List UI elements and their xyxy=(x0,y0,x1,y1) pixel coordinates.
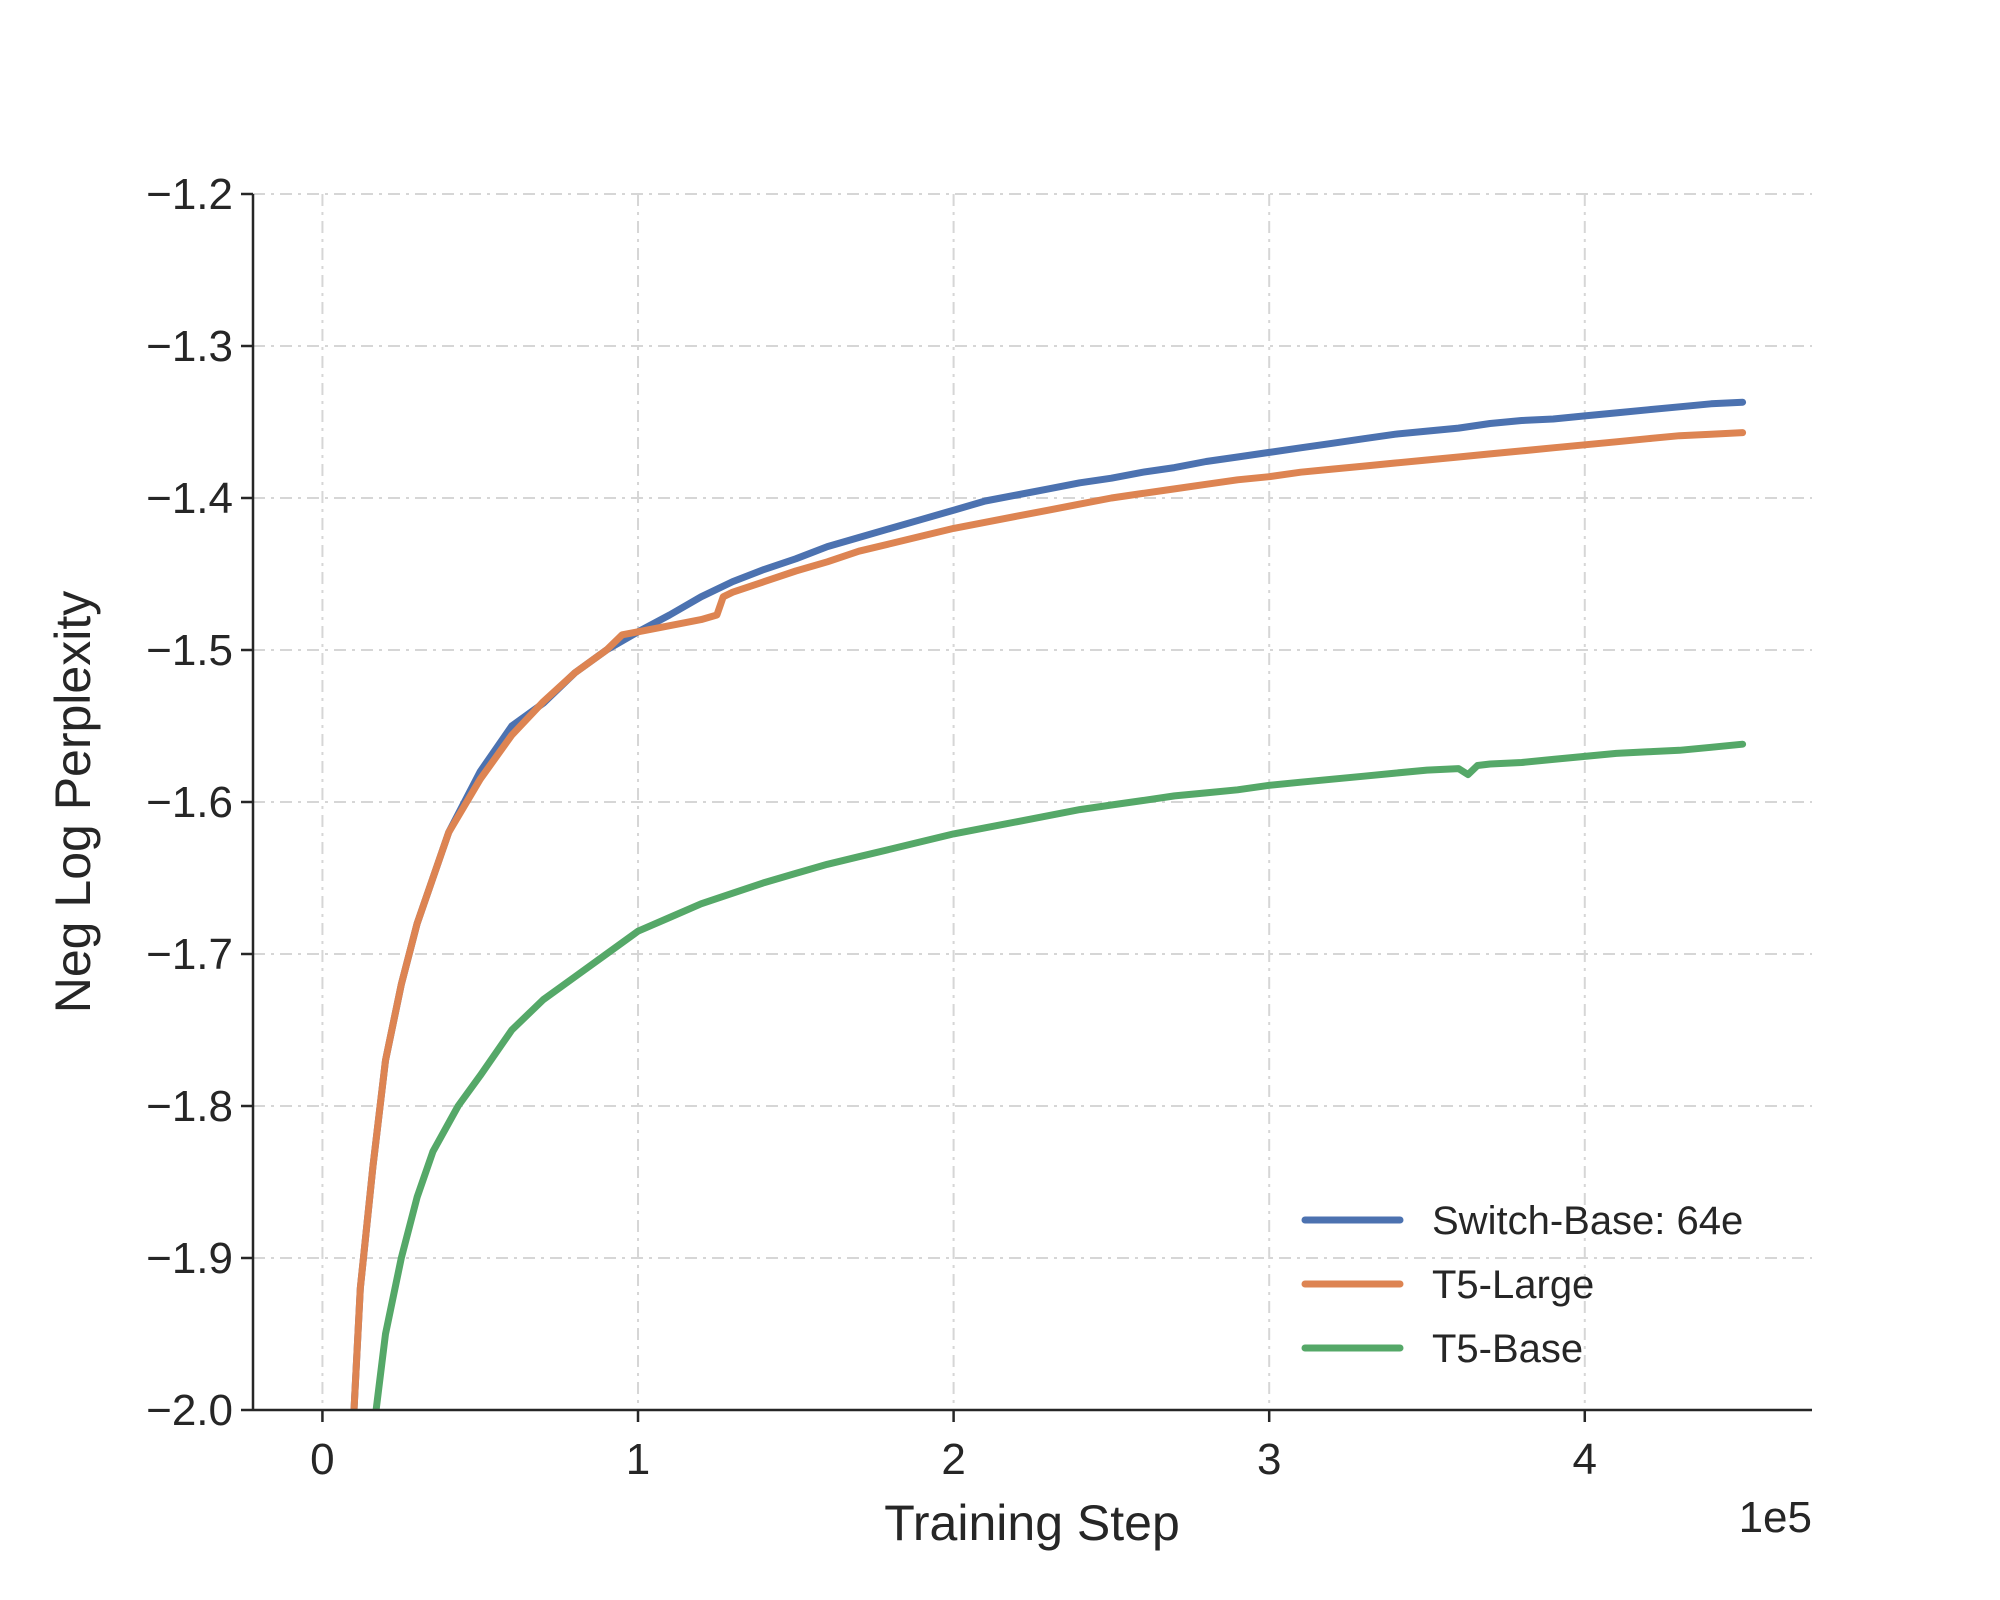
x-axis-label: Training Step xyxy=(884,1495,1180,1551)
x-tick-label: 1 xyxy=(626,1435,650,1484)
series-line-switch-base-64e xyxy=(350,398,1747,1410)
legend-label: T5-Large xyxy=(1432,1263,1594,1307)
y-axis-label: Neg Log Perplexity xyxy=(45,591,101,1013)
series-line-t5-large xyxy=(350,429,1747,1410)
y-tick-label: −1.5 xyxy=(146,626,233,675)
x-tick-label: 2 xyxy=(941,1435,965,1484)
y-tick-label: −1.6 xyxy=(146,778,233,827)
y-tick-label: −1.8 xyxy=(146,1082,233,1131)
legend-label: Switch-Base: 64e xyxy=(1432,1199,1743,1243)
legend: Switch-Base: 64e T5-Large T5-Base xyxy=(1301,1199,1743,1371)
x-tick-label: 0 xyxy=(310,1435,334,1484)
y-tick-label: −1.7 xyxy=(146,930,233,979)
legend-label: T5-Base xyxy=(1432,1327,1583,1371)
y-tick-label: −1.3 xyxy=(146,322,233,371)
y-tick-label: −1.2 xyxy=(146,170,233,219)
x-tick-label: 4 xyxy=(1573,1435,1597,1484)
y-tick-label: −1.4 xyxy=(146,474,233,523)
y-ticks: −2.0 −1.9 −1.8 −1.7 −1.6 −1.5 −1.4 −1.3 −1.2 xyxy=(146,170,253,1435)
x-offset-label: 1e5 xyxy=(1739,1493,1812,1542)
x-ticks: 0 1 2 3 4 xyxy=(310,1410,1597,1484)
y-tick-label: −2.0 xyxy=(146,1386,233,1435)
series-lines xyxy=(350,398,1747,1410)
series-line-t5-base xyxy=(372,740,1747,1410)
x-tick-label: 3 xyxy=(1257,1435,1281,1484)
y-tick-label: −1.9 xyxy=(146,1234,233,1283)
